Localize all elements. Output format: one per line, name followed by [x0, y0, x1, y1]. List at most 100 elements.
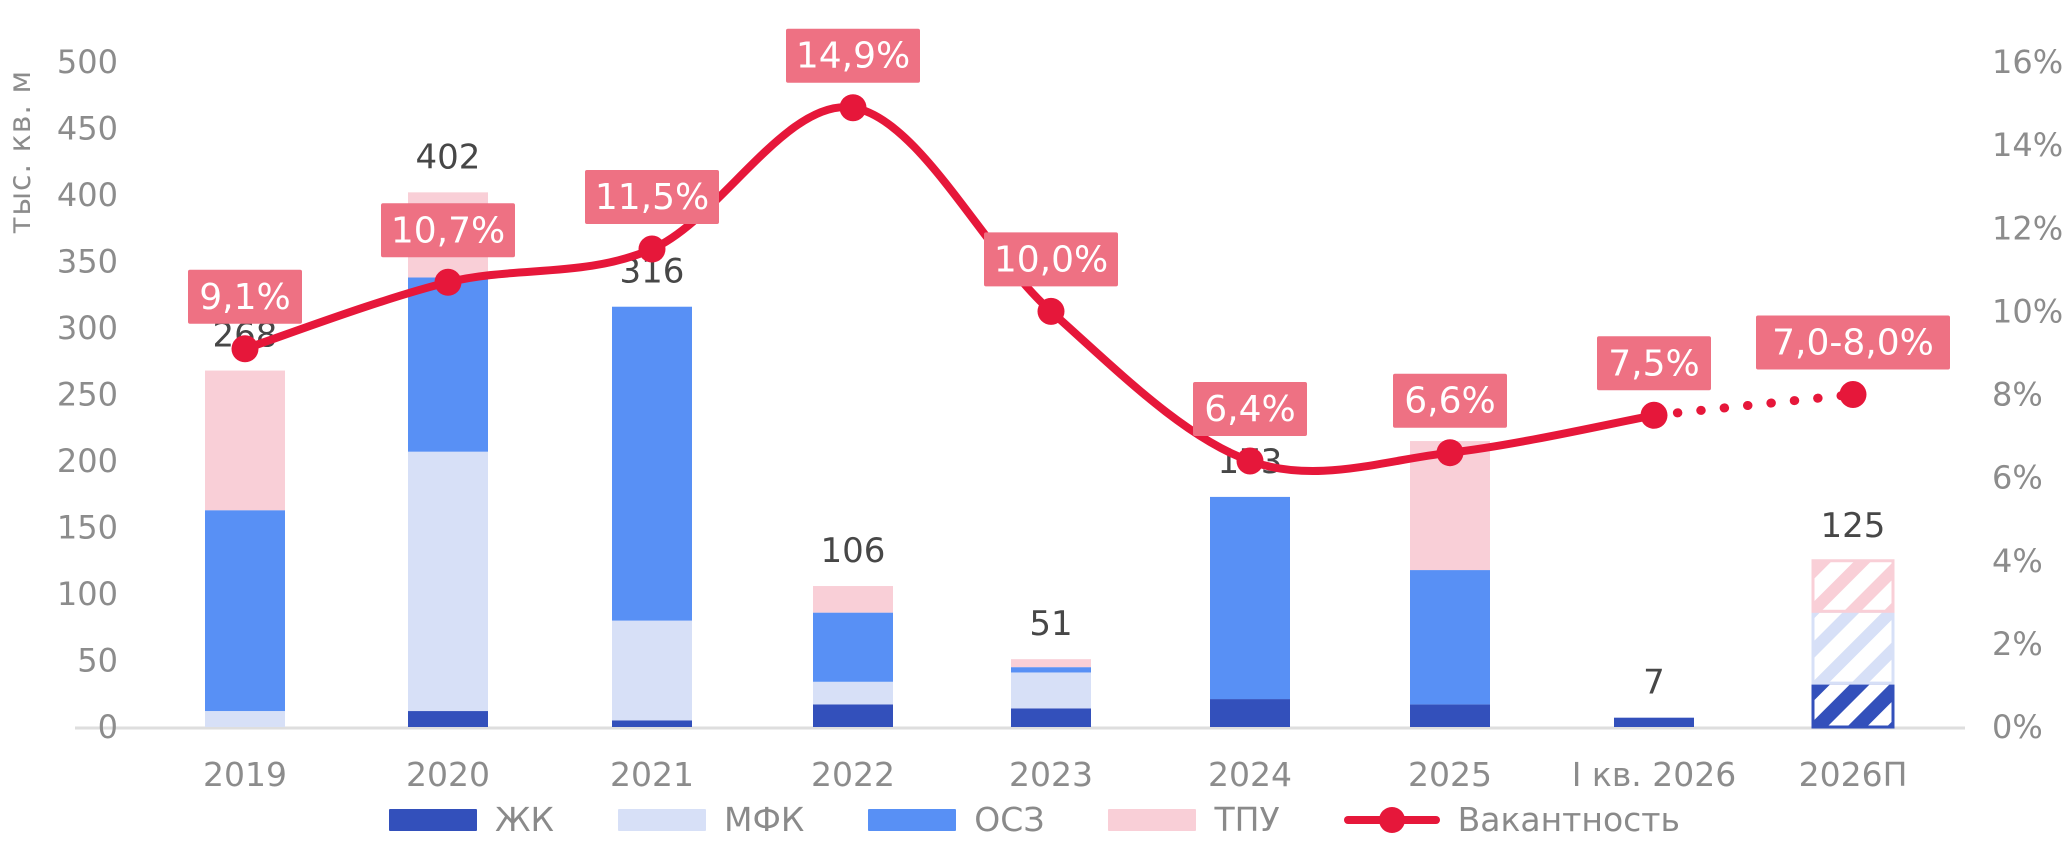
left-axis-tick-label: 400 — [57, 176, 118, 214]
x-axis-label: 2019 — [203, 755, 287, 794]
bar-segment-ЖК-2025 — [1410, 704, 1490, 727]
bar-total-label: 51 — [1029, 604, 1072, 644]
vacancy-point-2026П — [1839, 381, 1867, 408]
bar-segment-МФК-2023 — [1011, 672, 1091, 709]
bar-segment-МФК-2022 — [813, 681, 893, 705]
bar-segment-ЖК-I кв. 2026 — [1614, 717, 1694, 727]
left-axis-tick-label: 250 — [57, 376, 118, 414]
right-axis-tick-label: 8% — [1992, 376, 2043, 414]
vacancy-badge-box — [786, 28, 920, 83]
vacancy-badge-box — [1756, 315, 1950, 370]
bar-segment-ОСЗ-2023 — [1011, 667, 1091, 673]
vacancy-badge: 10,7% — [381, 203, 515, 258]
bar-segment-ОСЗ-2019 — [205, 510, 285, 712]
x-axis-label: 2022 — [811, 755, 895, 794]
vacancy-badge: 6,6% — [1393, 373, 1507, 428]
bar-segment-МФК-2021 — [612, 620, 692, 721]
bar-segment-ОСЗ-2021 — [612, 306, 692, 621]
vacancy-badge: 11,5% — [585, 170, 719, 225]
bar-segment-МФК-2020 — [408, 451, 488, 712]
left-axis-tick-label: 500 — [57, 43, 118, 81]
legend-label-vacancy: Вакантность — [1457, 800, 1680, 839]
vacancy-badge-box — [984, 232, 1118, 287]
left-axis-tick-label: 0 — [98, 708, 118, 746]
bar-segment-ТПУ-2022 — [813, 586, 893, 613]
right-axis-tick-label: 12% — [1992, 209, 2063, 247]
bar-segment-ЖК-2021 — [612, 720, 692, 727]
vacancy-badge: 10,0% — [984, 232, 1118, 287]
right-axis-tick-label: 16% — [1992, 43, 2063, 81]
vacancy-badge: 7,5% — [1597, 336, 1711, 391]
bar-segment-ЖК-2020 — [408, 711, 488, 727]
x-axis-label: 2025 — [1408, 755, 1492, 794]
right-axis-tick-label: 0% — [1992, 708, 2043, 746]
bar-segment-ОСЗ-2022 — [813, 612, 893, 682]
left-axis-title: тыс. кв. м — [3, 70, 38, 234]
vacancy-badge-box — [1393, 373, 1507, 428]
bar-total-label: 106 — [821, 531, 886, 571]
left-axis-tick-label: 50 — [77, 642, 118, 680]
vacancy-badge-label: 10,7% — [391, 210, 505, 251]
tpu-swatch-icon — [1108, 808, 1197, 831]
vacancy-point-I кв. 2026 — [1640, 401, 1668, 429]
osz-swatch-icon — [868, 808, 957, 831]
bar-segment-МФК-2026П — [1811, 609, 1895, 685]
vacancy-point-2020 — [434, 268, 462, 296]
bar-segment-ОСЗ-2025 — [1410, 570, 1490, 705]
bar-segment-ЖК-2022 — [813, 704, 893, 727]
right-axis-tick-label: 4% — [1992, 542, 2043, 580]
legend-item-zhk: ЖК — [389, 803, 554, 836]
right-axis-tick-label: 14% — [1992, 126, 2063, 164]
vacancy-line — [241, 103, 1658, 476]
vacancy-badge: 7,0-8,0% — [1756, 315, 1950, 370]
vacancy-badge-label: 10,0% — [994, 239, 1108, 280]
chart-legend: ЖК МФК ОСЗ ТПУ Вакантность — [0, 803, 2069, 836]
vacancy-badge-label: 6,4% — [1204, 389, 1295, 430]
vacancy-forecast-dotted-line — [1649, 390, 1858, 420]
vacancy-badge-label: 11,5% — [595, 177, 709, 218]
vacancy-point-2024 — [1236, 447, 1264, 475]
bar-segment-ОСЗ-2020 — [408, 277, 488, 452]
vacancy-point-2021 — [638, 235, 666, 263]
left-axis-tick-label: 200 — [57, 442, 118, 480]
bar-segment-ЖК-2026П — [1811, 681, 1895, 729]
vacancy-badge-label: 6,6% — [1404, 381, 1495, 422]
vacancy-badge-box — [585, 170, 719, 225]
legend-label-tpu: ТПУ — [1214, 800, 1280, 839]
legend-label-zhk: ЖК — [495, 800, 554, 839]
vacancy-line-marker-icon — [1343, 806, 1440, 834]
right-axis-tick-label: 10% — [1992, 292, 2063, 330]
vacancy-point-2023 — [1037, 297, 1065, 325]
legend-item-vacancy: Вакантность — [1343, 800, 1680, 839]
mfk-swatch-icon — [617, 808, 706, 831]
vacancy-badge-label: 9,1% — [199, 277, 290, 318]
right-axis-tick-label: 2% — [1992, 625, 2043, 663]
left-axis-tick-label: 450 — [57, 110, 118, 148]
vacancy-point-2025 — [1436, 439, 1464, 467]
bar-segment-ЖК-2023 — [1011, 708, 1091, 727]
vacancy-badge-label: 14,9% — [796, 36, 910, 77]
x-axis-label: I кв. 2026 — [1572, 755, 1737, 794]
legend-item-tpu: ТПУ — [1108, 800, 1280, 839]
x-axis-label: 2021 — [610, 755, 694, 794]
vacancy-point-2019 — [231, 335, 259, 363]
legend-label-mfk: МФК — [723, 800, 805, 839]
bar-total-label: 402 — [416, 137, 481, 177]
vacancy-badge: 6,4% — [1193, 382, 1307, 436]
vacancy-badge: 9,1% — [188, 269, 302, 324]
vacancy-badge-box — [1597, 336, 1711, 391]
bar-segment-ТПУ-2019 — [205, 370, 285, 511]
legend-item-osz: ОСЗ — [868, 803, 1044, 836]
x-axis-label: 2020 — [406, 755, 490, 794]
legend-label-osz: ОСЗ — [974, 800, 1045, 839]
x-axis-label: 2026П — [1799, 755, 1908, 794]
x-axis-label: 2024 — [1208, 755, 1292, 794]
right-axis-tick-label: 6% — [1992, 459, 2043, 497]
x-axis-label: 2023 — [1009, 755, 1093, 794]
bar-segment-ТПУ-2023 — [1011, 659, 1091, 668]
bar-total-label: 7 — [1643, 663, 1665, 703]
zhk-swatch-icon — [389, 808, 477, 831]
vacancy-point-2022 — [839, 94, 867, 122]
